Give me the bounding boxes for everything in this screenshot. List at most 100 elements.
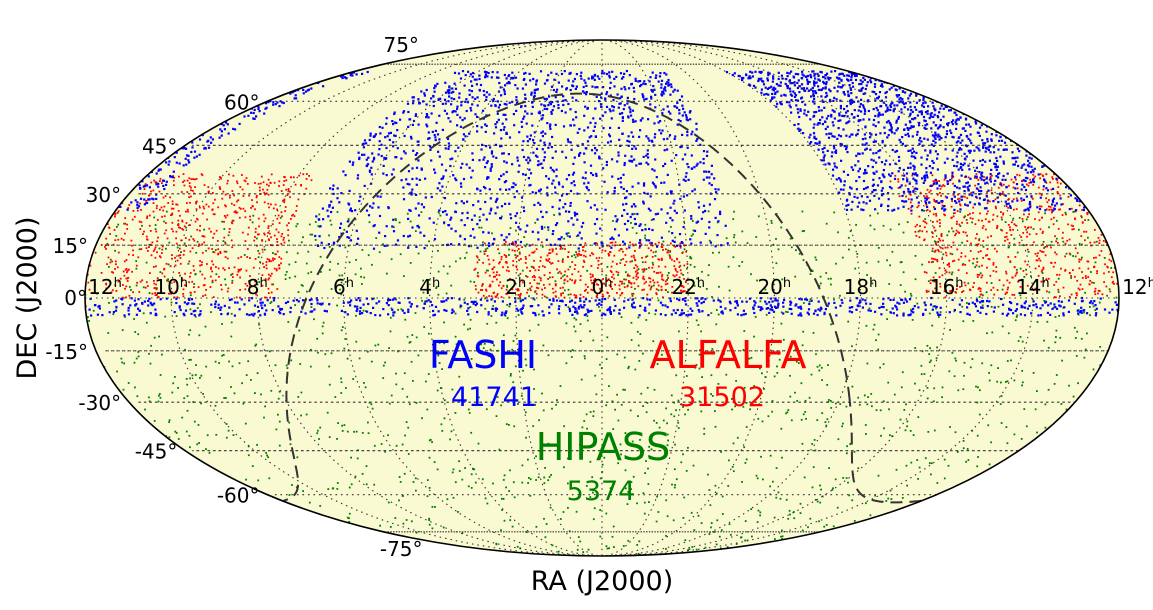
fashi-point: [675, 244, 679, 247]
hipass-point: [1093, 282, 1095, 284]
alfalfa-point: [1065, 213, 1067, 216]
hipass-point: [708, 239, 711, 242]
alfalfa-point: [186, 191, 189, 193]
hipass-point: [561, 275, 564, 278]
fashi-point: [626, 212, 629, 215]
fashi-point: [500, 205, 504, 208]
hipass-point: [498, 448, 501, 451]
fashi-point: [660, 93, 663, 96]
fashi-point: [691, 190, 694, 193]
alfalfa-point: [576, 253, 578, 256]
fashi-point: [459, 116, 462, 119]
hipass-point: [228, 360, 230, 363]
alfalfa-point: [182, 293, 185, 295]
alfalfa-point: [222, 190, 225, 193]
alfalfa-point: [306, 173, 308, 175]
alfalfa-point: [917, 204, 920, 207]
hipass-point: [199, 303, 201, 306]
alfalfa-point: [592, 289, 594, 292]
fashi-point: [620, 77, 624, 80]
alfalfa-point: [988, 258, 991, 261]
alfalfa-point: [936, 260, 939, 263]
hipass-point: [214, 249, 217, 251]
alfalfa-point: [1021, 278, 1024, 281]
alfalfa-point: [535, 248, 538, 250]
hipass-point: [682, 274, 684, 276]
hipass-point: [591, 476, 594, 479]
hipass-point: [405, 421, 408, 423]
fashi-point: [581, 143, 584, 146]
alfalfa-point: [625, 260, 628, 263]
alfalfa-point: [665, 289, 667, 291]
hipass-point: [845, 477, 848, 479]
alfalfa-point: [268, 206, 270, 209]
hipass-point: [997, 367, 999, 369]
hipass-point: [156, 287, 158, 290]
hipass-point: [553, 214, 555, 216]
fashi-point: [485, 145, 488, 148]
hipass-point: [573, 325, 575, 328]
hipass-point: [247, 454, 250, 457]
alfalfa-point: [241, 188, 244, 191]
hipass-point: [972, 262, 974, 265]
alfalfa-point: [1087, 267, 1090, 270]
alfalfa-point: [571, 279, 573, 282]
fashi-point: [460, 101, 463, 104]
alfalfa-point: [651, 266, 654, 269]
hipass-point: [230, 321, 233, 324]
fashi-point: [443, 98, 447, 101]
alfalfa-point: [476, 261, 479, 264]
hipass-point: [999, 403, 1002, 405]
alfalfa-point: [655, 272, 658, 274]
alfalfa-point: [182, 295, 185, 298]
fashi-point: [382, 172, 385, 175]
fashi-point: [642, 82, 645, 85]
alfalfa-point: [1098, 290, 1101, 292]
alfalfa-point: [936, 180, 938, 183]
fashi-point: [551, 135, 554, 139]
alfalfa-point: [235, 211, 237, 214]
fashi-point: [417, 202, 420, 205]
alfalfa-point: [100, 244, 103, 246]
alfalfa-point: [967, 214, 969, 216]
fashi-point: [608, 71, 611, 74]
fashi-point: [394, 156, 397, 159]
fashi-point: [389, 131, 392, 134]
alfalfa-point: [644, 261, 647, 263]
alfalfa-point: [490, 295, 493, 298]
fashi-point: [479, 189, 482, 192]
hipass-point: [990, 441, 992, 444]
fashi-point: [586, 200, 589, 203]
alfalfa-point: [1041, 243, 1044, 246]
hipass-point: [1098, 301, 1101, 304]
hipass-point: [470, 487, 473, 489]
fashi-point: [417, 159, 420, 162]
alfalfa-point: [100, 272, 103, 274]
hipass-point: [247, 445, 250, 448]
hipass-point: [581, 426, 584, 429]
hipass-point: [756, 477, 759, 480]
alfalfa-point: [144, 286, 147, 289]
fashi-point: [589, 206, 592, 209]
hipass-point: [617, 462, 619, 465]
fashi-point: [609, 81, 612, 84]
fashi-point: [365, 158, 368, 161]
alfalfa-point: [996, 250, 998, 253]
hipass-point: [677, 427, 680, 429]
fashi-point: [537, 238, 540, 241]
alfalfa-point: [1067, 196, 1070, 198]
hipass-point: [883, 427, 885, 430]
alfalfa-point: [500, 256, 503, 258]
alfalfa-point: [145, 200, 148, 202]
alfalfa-point: [1027, 226, 1030, 229]
hipass-point: [592, 518, 595, 521]
hipass-point: [1057, 291, 1060, 293]
fashi-point: [683, 209, 686, 212]
fashi-point: [635, 164, 638, 167]
fashi-point: [440, 177, 443, 181]
fashi-point: [374, 133, 377, 136]
fashi-point: [496, 197, 499, 200]
fashi-point: [510, 76, 513, 80]
alfalfa-point: [995, 266, 998, 268]
alfalfa-point: [136, 281, 138, 284]
